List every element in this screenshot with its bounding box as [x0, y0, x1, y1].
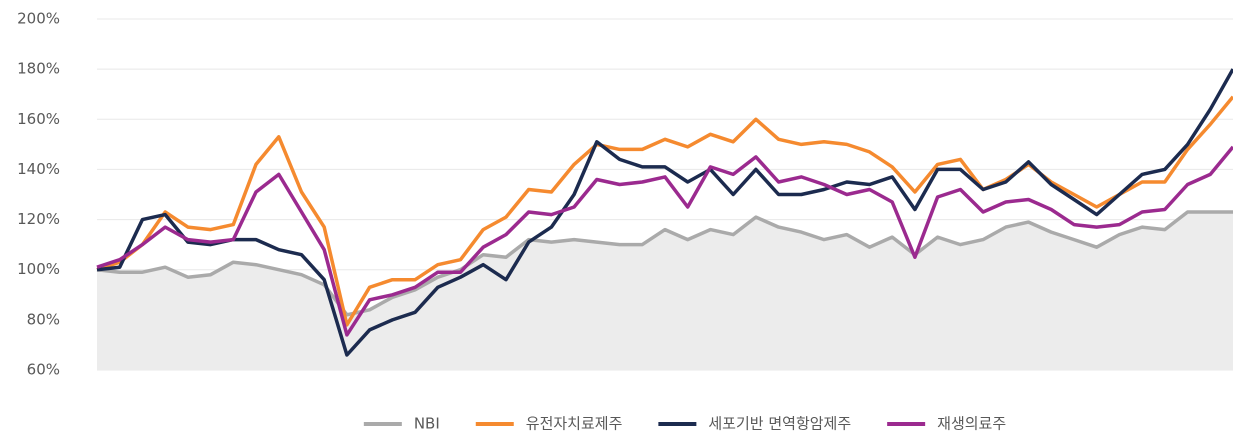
- line: [96, 145, 1233, 337]
- area: [97, 212, 1233, 370]
- legend-label: 유전자치료제주: [526, 415, 623, 433]
- y-tick-label: 80%: [27, 310, 60, 328]
- line: [96, 68, 1233, 357]
- y-tick-label: 60%: [27, 361, 60, 379]
- y-tick-label: 100%: [17, 260, 60, 278]
- legend-label: 재생의료주: [937, 415, 1006, 433]
- y-tick-label: 200%: [17, 10, 60, 28]
- line: [96, 210, 1233, 317]
- y-tick-label: 140%: [17, 160, 60, 178]
- y-tick-label: 160%: [17, 110, 60, 128]
- legend-label: NBI: [414, 415, 440, 433]
- y-tick-label: 180%: [17, 60, 60, 78]
- y-tick-label: 120%: [17, 210, 60, 228]
- legend-label: 세포기반 면역항암제주: [708, 415, 851, 433]
